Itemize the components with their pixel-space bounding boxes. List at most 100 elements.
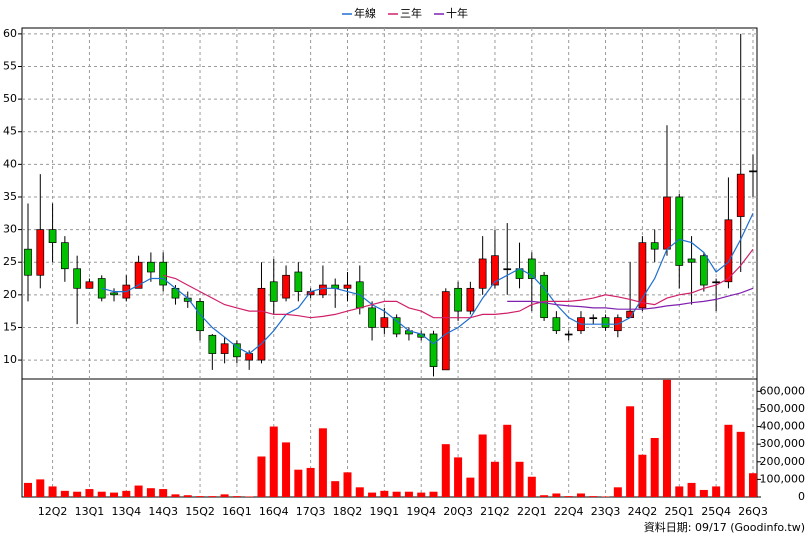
volume-bar <box>208 496 217 497</box>
volume-bar <box>380 490 389 497</box>
x-tick-label: 22Q4 <box>554 505 584 518</box>
y-tick-label: 45 <box>3 125 17 138</box>
volume-bar <box>368 492 377 497</box>
volume-bar <box>466 477 475 497</box>
volume-bar <box>159 489 168 497</box>
volume-bar <box>662 379 671 497</box>
x-tick-label: 19Q1 <box>370 505 400 518</box>
candle-body <box>663 196 671 250</box>
volume-bar <box>552 493 561 497</box>
candle-body <box>466 287 475 312</box>
candle-body <box>343 284 352 289</box>
volume-bar <box>318 428 327 497</box>
volume-bar <box>564 496 573 497</box>
candle-body <box>724 219 733 283</box>
volume-bar <box>171 494 180 497</box>
candle-body <box>380 317 389 328</box>
y2-tick-label: 500,000 <box>760 402 806 415</box>
x-tick-label: 15Q2 <box>185 505 215 518</box>
footer: 資料日期: 09/17 (Goodinfo.tw) <box>644 520 805 534</box>
y2-tick-label: 200,000 <box>760 455 806 468</box>
candle-body <box>319 284 327 296</box>
volume-bar <box>146 488 155 497</box>
x-tick-label: 13Q1 <box>75 505 105 518</box>
candle-body <box>638 242 647 309</box>
candle-body <box>269 281 278 302</box>
candle-body <box>245 353 254 361</box>
y-tick-label: 30 <box>3 223 17 236</box>
volume-bar <box>183 495 192 497</box>
candle-body <box>36 229 45 276</box>
y-tick-label: 10 <box>3 353 17 366</box>
volume-bar <box>490 461 499 497</box>
candle-body <box>589 317 598 320</box>
volume-bar <box>85 489 94 497</box>
candle-body <box>712 281 720 284</box>
candle-body <box>392 317 401 335</box>
volume-bar <box>417 492 426 497</box>
ma-line <box>163 248 754 319</box>
volume-bar <box>220 494 229 497</box>
y-tick-label: 35 <box>3 190 17 203</box>
y2-tick-label: 300,000 <box>760 437 806 450</box>
ma-line <box>101 213 754 355</box>
volume-bar <box>306 467 315 497</box>
volume-bar <box>540 495 549 497</box>
volume-bar <box>749 473 757 497</box>
volume-bar <box>97 491 106 497</box>
candle-body <box>147 261 155 273</box>
x-tick-label: 14Q3 <box>148 505 178 518</box>
candle-body <box>564 333 573 336</box>
candle-body <box>699 255 708 286</box>
ma-line <box>507 287 754 310</box>
candle-body <box>282 274 290 299</box>
candle-body <box>159 261 168 286</box>
volume-bar <box>404 491 413 497</box>
legend-label: 年線 <box>354 6 376 20</box>
candle-body <box>24 248 32 276</box>
y2-tick-label: 400,000 <box>760 420 806 433</box>
y2-tick-label: 0 <box>798 490 805 503</box>
x-tick-label: 19Q4 <box>406 505 436 518</box>
x-tick-label: 13Q4 <box>111 505 141 518</box>
volume-bar <box>294 469 303 497</box>
volume-bar <box>245 496 254 497</box>
volume-bar <box>650 438 659 497</box>
y-tick-label: 40 <box>3 157 17 170</box>
candle-body <box>552 317 561 332</box>
candle-body <box>503 268 512 271</box>
volume-bar <box>257 456 266 497</box>
x-tick-label: 24Q2 <box>628 505 658 518</box>
x-tick-label: 21Q2 <box>480 505 510 518</box>
x-tick-label: 25Q4 <box>701 505 731 518</box>
candle-body <box>294 271 303 292</box>
x-tick-label: 18Q2 <box>333 505 363 518</box>
candle-body <box>134 261 143 289</box>
candle-body <box>110 292 118 296</box>
volume-bar <box>196 496 205 497</box>
candle-body <box>491 255 499 286</box>
legend-label: 十年 <box>446 6 468 20</box>
volume-bar <box>269 426 278 497</box>
volume-bar <box>36 479 45 497</box>
volume-bar <box>24 482 32 497</box>
candle-body <box>48 229 57 243</box>
volume-bar <box>429 491 438 497</box>
volume-bar <box>675 486 684 497</box>
y-tick-label: 60 <box>3 27 17 40</box>
volume-bar <box>503 424 512 497</box>
volume-bar <box>110 492 119 497</box>
candle-body <box>220 343 229 354</box>
x-tick-label: 25Q1 <box>664 505 694 518</box>
volume-bar <box>724 424 733 497</box>
volume-bar <box>515 461 524 497</box>
volume-bar <box>638 454 647 497</box>
candle-body <box>454 287 462 312</box>
volume-bar <box>355 487 364 497</box>
y-tick-label: 15 <box>3 320 17 333</box>
candle-body <box>527 258 536 279</box>
x-tick-label: 16Q4 <box>259 505 289 518</box>
volume-bar <box>589 496 598 497</box>
volume-bar <box>392 491 401 497</box>
